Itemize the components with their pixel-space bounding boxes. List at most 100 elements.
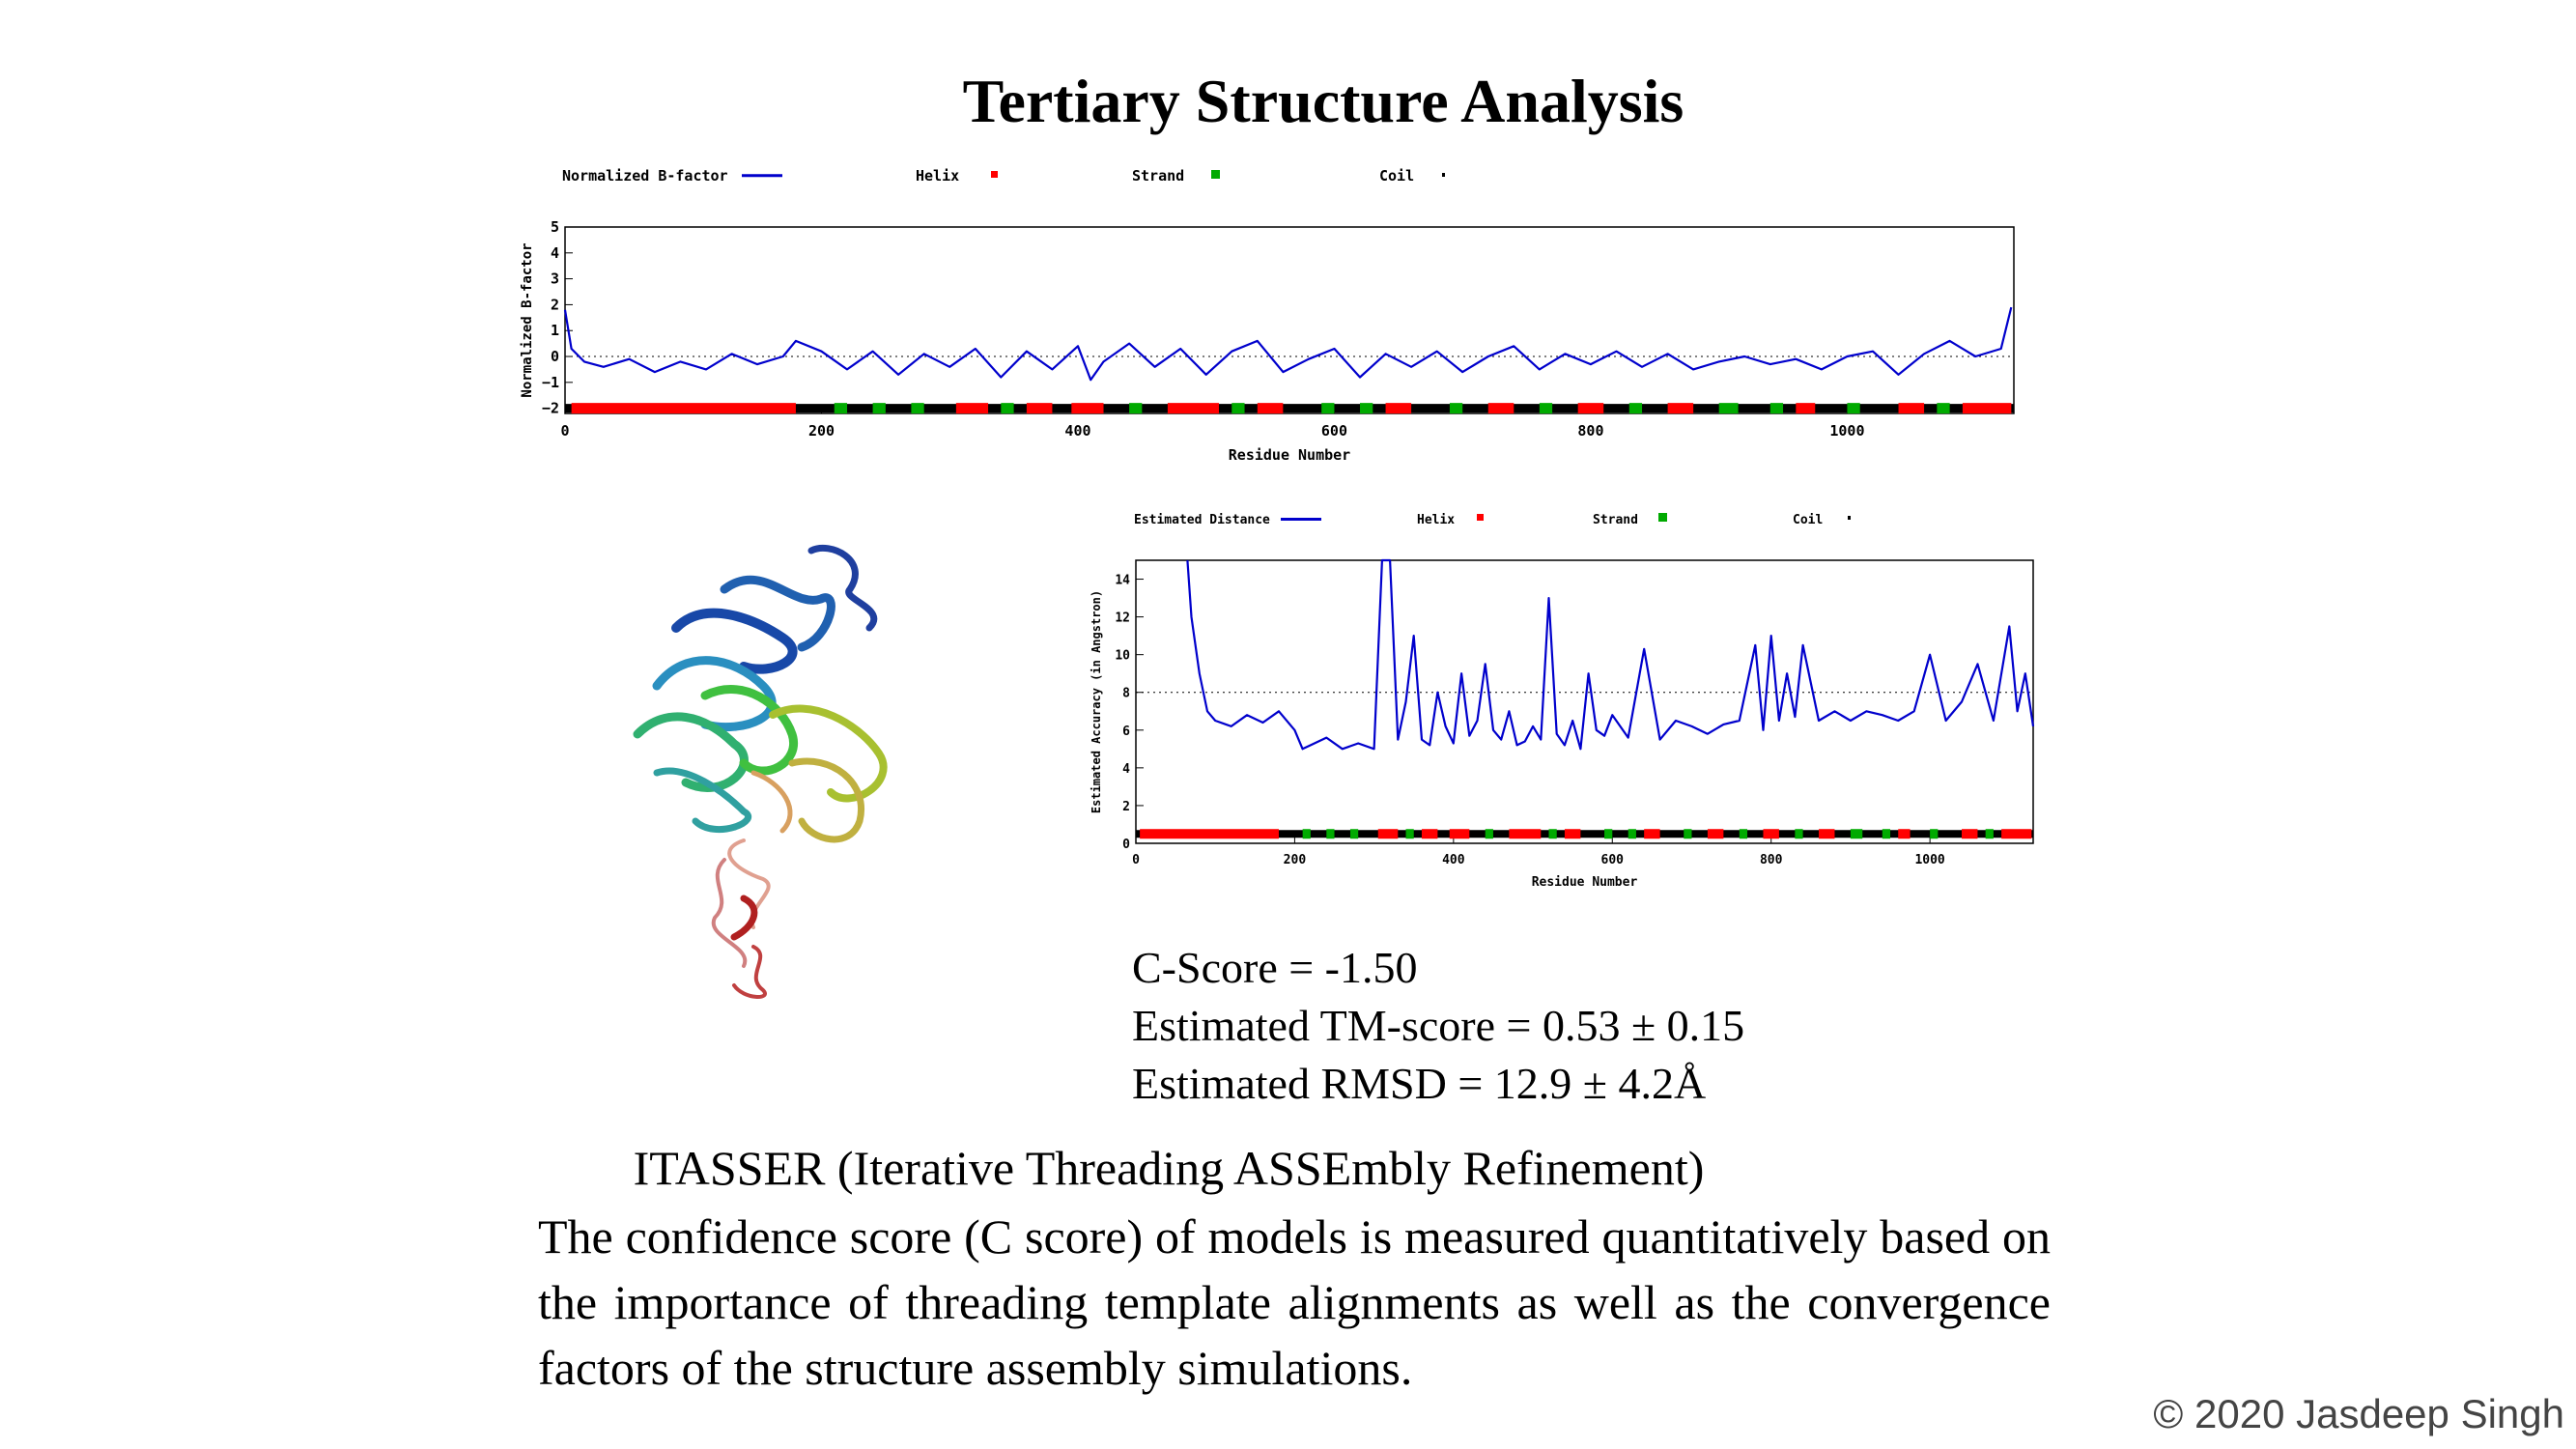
y-tick-label: 2	[551, 296, 559, 313]
y-tick-label: 4	[551, 244, 559, 262]
strand-segment	[834, 403, 848, 414]
helix-segment	[1509, 829, 1542, 839]
x-tick-label: 400	[1442, 853, 1465, 867]
y-tick-label: 2	[1122, 800, 1130, 814]
strand-segment	[1850, 829, 1863, 839]
strand-segment	[1739, 829, 1748, 839]
slide-title: Tertiary Structure Analysis	[962, 67, 1684, 135]
x-tick-label: 600	[1601, 853, 1625, 867]
helix-segment	[1962, 403, 2012, 414]
strand-segment	[1604, 829, 1613, 839]
strand-segment	[1539, 403, 1553, 414]
tm-score-text: Estimated TM-score = 0.53 ± 0.15	[1132, 1001, 1745, 1050]
strand-segment	[1302, 829, 1311, 839]
strand-segment	[1882, 829, 1891, 839]
y-tick-label: 14	[1115, 574, 1130, 588]
helix-segment	[1377, 829, 1399, 839]
x-tick-label: 1000	[1914, 853, 1944, 867]
helix-segment	[1763, 829, 1779, 839]
helix-segment	[1796, 403, 1816, 414]
x-tick-label: 400	[1064, 422, 1090, 440]
helix-segment	[1026, 403, 1053, 414]
plot-frame	[1135, 559, 2034, 844]
description-heading: ITASSER (Iterative Threading ASSEmbly Re…	[633, 1141, 1705, 1195]
y-tick-label: 10	[1115, 649, 1130, 664]
strand-segment	[1231, 403, 1245, 414]
legend-label: Strand	[1132, 167, 1184, 185]
x-tick-label: 800	[1577, 422, 1603, 440]
strand-segment	[1129, 403, 1143, 414]
strand-segment	[1548, 829, 1557, 839]
strand-segment	[1985, 829, 1994, 839]
y-tick-label: 12	[1115, 611, 1130, 626]
strand-segment	[1449, 403, 1463, 414]
legend-label: Normalized B-factor	[562, 167, 728, 185]
x-tick-label: 0	[1132, 853, 1140, 867]
protein-structure-image	[633, 544, 888, 999]
helix-segment	[1167, 403, 1219, 414]
legend-label: Helix	[1417, 513, 1455, 527]
strand-segment	[1684, 829, 1692, 839]
x-tick-label: 200	[808, 422, 835, 440]
series-line	[563, 306, 2013, 382]
strand-segment	[1628, 829, 1636, 839]
c-score-text: C-Score = -1.50	[1132, 943, 1418, 992]
strand-segment	[1321, 403, 1335, 414]
strand-segment	[1001, 403, 1014, 414]
y-tick-label: −2	[542, 400, 559, 417]
legend-strand-swatch	[1211, 170, 1220, 179]
y-tick-label: 6	[1122, 724, 1130, 739]
x-tick-label: 1000	[1829, 422, 1864, 440]
helix-segment	[2001, 829, 2032, 839]
legend-coil-swatch	[1442, 173, 1445, 177]
legend-strand-swatch	[1658, 513, 1667, 522]
legend-label: Coil	[1793, 513, 1823, 527]
legend-label: Coil	[1379, 167, 1414, 185]
y-tick-label: 3	[551, 270, 559, 288]
copyright-notice: © 2020 Jasdeep Singh	[2153, 1391, 2564, 1436]
y-tick-label: 4	[1122, 762, 1130, 777]
helix-segment	[1707, 829, 1724, 839]
helix-segment	[1071, 403, 1104, 414]
strand-segment	[1937, 403, 1950, 414]
helix-segment	[1385, 403, 1412, 414]
strand-segment	[1485, 829, 1493, 839]
strand-segment	[1349, 829, 1359, 839]
strand-segment	[1795, 829, 1803, 839]
legend-helix-swatch	[1477, 514, 1484, 521]
helix-segment	[1577, 403, 1604, 414]
model-metrics: C-Score = -1.50 Estimated TM-score = 0.5…	[1132, 939, 1744, 1113]
strand-segment	[1769, 403, 1784, 414]
strand-segment	[1360, 403, 1373, 414]
helix-segment	[1962, 829, 1978, 839]
y-tick-label: 8	[1122, 687, 1130, 701]
legend-label: Estimated Distance	[1134, 513, 1270, 527]
helix-segment	[1644, 829, 1660, 839]
legend-coil-swatch	[1848, 516, 1851, 520]
helix-segment	[1667, 403, 1694, 414]
helix-segment	[1257, 403, 1284, 414]
strand-segment	[1930, 829, 1939, 839]
y-tick-label: 5	[551, 218, 559, 236]
helix-segment	[1487, 403, 1514, 414]
bfactor-chart: Normalized B-factor Helix Strand Coil −2 −1 0 1…	[520, 167, 2015, 464]
y-tick-label: 0	[1122, 838, 1130, 852]
strand-segment	[1326, 829, 1335, 839]
y-tick-label: 1	[551, 322, 559, 339]
y-tick-label: −1	[542, 374, 559, 391]
helix-segment	[1898, 829, 1911, 839]
helix-segment	[571, 403, 796, 414]
helix-segment	[955, 403, 989, 414]
strand-segment	[1718, 403, 1739, 414]
rmsd-text: Estimated RMSD = 12.9 ± 4.2Å	[1132, 1059, 1707, 1108]
helix-segment	[1564, 829, 1581, 839]
helix-segment	[1140, 829, 1279, 839]
x-axis-title: Residue Number	[1229, 446, 1350, 464]
x-tick-label: 0	[560, 422, 569, 440]
description-body: The confidence score (C score) of models…	[538, 1209, 2051, 1395]
series-line	[1186, 558, 2035, 751]
plot-frame	[564, 226, 2015, 414]
x-tick-label: 600	[1321, 422, 1347, 440]
y-axis-title: Normalized B-factor	[520, 242, 535, 397]
strand-segment	[1628, 403, 1643, 414]
